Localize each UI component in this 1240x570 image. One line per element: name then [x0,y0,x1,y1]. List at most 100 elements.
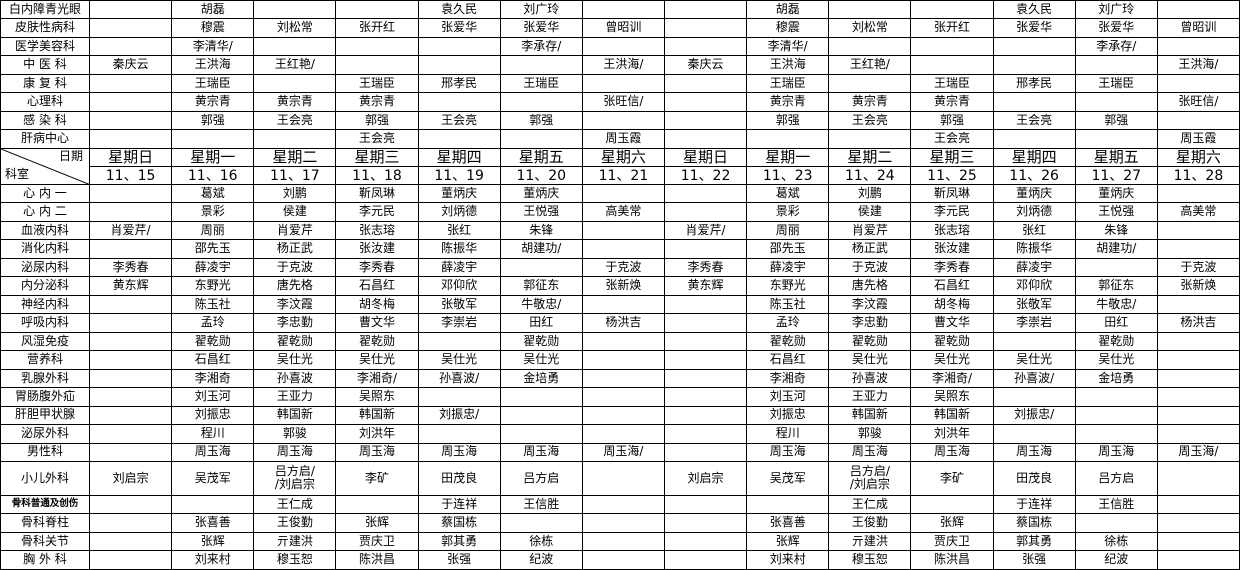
dept-cell: 骨科普通及创伤 [0,494,90,515]
schedule-cell [88,129,173,149]
schedule-cell: 王仁成 [828,494,912,515]
schedule-cell: 田茂良 [417,461,501,496]
schedule-cell [1156,294,1240,315]
schedule-cell [663,313,748,333]
schedule-cell: 肖爱芹/ [663,220,748,241]
schedule-row: 血液内科 肖爱芹/周丽 肖爱芹 张志瑢 张红 朱锋 肖爱芹/周丽 肖爱芹 张志瑢 张红 朱锋 [0,220,1240,241]
schedule-cell: 吕方启 [499,461,583,496]
schedule-cell: 亓建洪 [253,531,337,552]
weekday-header-cell: 星期六 [581,147,665,168]
schedule-cell: 周玉海 [417,442,501,463]
schedule-cell: 周玉海/ [1156,442,1240,463]
dept-cell: 康 复 科 [0,73,90,94]
schedule-cell [581,424,665,444]
schedule-cell [581,550,665,570]
schedule-cell: 王会亮 [828,110,912,131]
schedule-cell: 刘炳德 [992,202,1076,222]
schedule-cell: 周玉海 [1074,442,1158,463]
schedule-cell: 郭强 [335,110,419,131]
corner-date-label: 日期 [58,148,83,163]
schedule-cell: 李矿 [910,461,994,496]
schedule-cell: 张爱华 [1074,18,1158,38]
schedule-cell [88,331,173,352]
schedule-cell: 刘洪年 [335,424,419,444]
schedule-cell [581,0,665,20]
schedule-row: 骨科普通及创伤 王仁成 于连祥 王信胜 王仁成 于连祥 王信胜 [0,494,1240,515]
schedule-cell: 李承存/ [1074,36,1158,57]
schedule-cell [663,405,748,426]
schedule-cell [663,18,748,38]
schedule-cell: 胡磊 [171,0,255,20]
schedule-cell: 王亚力 [828,387,912,407]
schedule-cell: 张汝建 [335,239,419,259]
dept-cell: 泌尿内科 [0,257,90,278]
date-header-cell: 11、16 [171,166,255,185]
schedule-cell: 刘振忠/ [417,405,501,426]
weekday-header-cell: 星期二 [828,147,912,168]
schedule-cell: 王洪海 [746,55,830,75]
date-header-cell: 11、15 [88,166,173,185]
schedule-cell: 金培勇 [499,368,583,389]
schedule-cell: 纪波 [1074,550,1158,570]
schedule-cell: 王会亮 [910,129,994,149]
schedule-cell [581,73,665,94]
schedule-cell: 郭强 [499,110,583,131]
weekday-header-cell: 星期四 [417,147,501,168]
schedule-cell: 郭强 [171,110,255,131]
schedule-cell: 吴仕光 [828,350,912,370]
schedule-cell: 葛斌 [746,183,830,204]
schedule-cell: 于连祥 [992,494,1076,515]
schedule-cell: 张开红 [910,18,994,38]
schedule-row: 心 内 一葛斌 刘鹏 靳凤琳 董炳庆 董炳庆 葛斌 刘鹏 靳凤琳 董炳庆 董炳庆 [0,183,1240,204]
schedule-cell [1156,183,1240,204]
dept-cell: 心理科 [0,92,90,112]
schedule-cell: 周玉霞 [1156,129,1240,149]
schedule-cell: 翟乾勋 [828,331,912,352]
schedule-cell [499,405,583,426]
schedule-cell: 胡冬梅 [335,294,419,315]
schedule-cell: 曾昭训 [581,18,665,38]
date-header-cell: 11、21 [581,166,665,185]
schedule-cell [88,387,173,407]
schedule-cell [88,0,173,20]
schedule-cell [910,55,994,75]
schedule-cell: 刘炳德 [417,202,501,222]
weekday-header-cell: 星期五 [499,147,583,168]
schedule-cell: 张敬军 [417,294,501,315]
schedule-row: 男性科 周玉海 周玉海 周玉海 周玉海 周玉海 周玉海/周玉海 周玉海 周玉海 周玉海 周玉海 周玉海… [0,442,1240,463]
dept-cell: 营养科 [0,350,90,370]
schedule-cell: 王会亮 [992,110,1076,131]
schedule-cell [581,110,665,131]
schedule-cell: 石昌红 [171,350,255,370]
schedule-cell [663,442,748,463]
schedule-cell: 李湘奇 [746,368,830,389]
schedule-cell [88,202,173,222]
schedule-cell [1156,0,1240,20]
schedule-cell: 曹文华 [335,313,419,333]
schedule-cell [663,550,748,570]
schedule-row: 小儿外科 刘启宗 吴茂军 吕方启/ /刘启宗 李矿 田茂良 吕方启 刘启宗 吴茂军 吕方启/ /刘… [0,461,1240,496]
schedule-cell: 张喜善 [746,513,830,533]
schedule-row: 心理科 黄宗青 黄宗青 黄宗青 张旺信/黄宗青 黄宗青 黄宗青 张旺信/ [0,92,1240,112]
schedule-cell: 李湘奇 [171,368,255,389]
schedule-row: 白内障青光眼 胡磊 袁久民 刘广玲 胡磊 袁久民 刘广玲 [0,0,1240,20]
schedule-cell: 石昌红 [910,276,994,296]
schedule-cell [992,331,1076,352]
schedule-cell [992,424,1076,444]
schedule-cell: 郭骏 [253,424,337,444]
date-header-row: 11、15 11、16 11、17 11、18 11、19 11、20 11、21 11、22… [1,166,1240,185]
schedule-cell: 周玉海/ [581,442,665,463]
weekday-header-cell: 星期四 [992,147,1076,168]
date-header-cell: 11、27 [1074,166,1158,185]
schedule-cell: 陈洪昌 [910,550,994,570]
schedule-cell: 秦庆云 [88,55,173,75]
schedule-cell: 翟乾勋 [253,331,337,352]
schedule-cell: 朱锋 [499,220,583,241]
schedule-cell [88,239,173,259]
schedule-cell [910,36,994,57]
schedule-cell [1156,424,1240,444]
schedule-cell [253,73,337,94]
schedule-cell [171,494,255,515]
schedule-cell [88,110,173,131]
schedule-cell [828,129,912,149]
